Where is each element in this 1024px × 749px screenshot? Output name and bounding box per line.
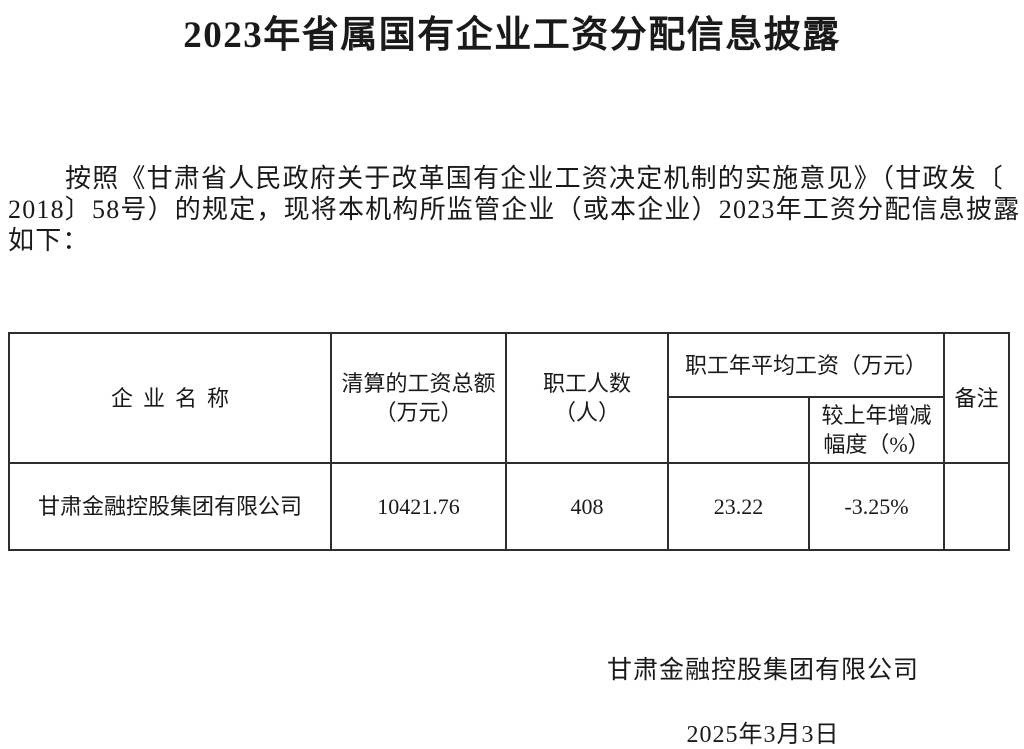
cell-remark bbox=[943, 462, 1011, 551]
signature-company-name: 甘肃金融控股集团有限公司 bbox=[606, 657, 919, 684]
intro-line-2: 2018〕58号）的规定，现将本机构所监管企业（或本企业）2023年工资分配信息… bbox=[8, 195, 1021, 224]
intro-paragraph: 按照《甘肃省人民政府关于改革国有企业工资决定机制的实施意见》（甘政发〔 2018… bbox=[8, 163, 1021, 256]
header-company-name-label: 企业名称 bbox=[110, 385, 239, 411]
document-date: 2025年3月3日 bbox=[686, 722, 840, 748]
header-avg-annual-wage-group: 职工年平均工资（万元） bbox=[666, 332, 946, 398]
intro-line-1: 按照《甘肃省人民政府关于改革国有企业工资决定机制的实施意见》（甘政发〔 bbox=[65, 164, 1005, 193]
header-avg-wage-current bbox=[667, 396, 810, 464]
page-title: 2023年省属国有企业工资分配信息披露 bbox=[183, 15, 841, 56]
header-employee-count-line2: （人） bbox=[553, 400, 620, 425]
wage-disclosure-table: 企业名称 清算的工资总额 （万元） 职工人数 （人） 职工年平均工资（万元） 备… bbox=[8, 332, 1011, 551]
intro-line-3: 如下： bbox=[8, 226, 90, 255]
header-liquidated-wage-total-line1: 清算的工资总额 bbox=[341, 371, 496, 396]
cell-employee-count: 408 bbox=[505, 462, 669, 551]
header-liquidated-wage-total-line2: （万元） bbox=[374, 400, 463, 425]
header-yoy-change-line1: 较上年增减 bbox=[821, 403, 932, 428]
table-row: 甘肃金融控股集团有限公司 10421.76 408 23.22 -3.25% bbox=[8, 462, 1011, 551]
header-employee-count: 职工人数 （人） bbox=[505, 332, 669, 464]
header-remark: 备注 bbox=[943, 332, 1011, 464]
cell-wage-total: 10421.76 bbox=[330, 462, 507, 551]
cell-avg-wage: 23.22 bbox=[667, 462, 810, 551]
header-liquidated-wage-total: 清算的工资总额 （万元） bbox=[330, 332, 507, 464]
header-yoy-change-line2: 幅度（%） bbox=[823, 432, 930, 457]
header-yoy-change: 较上年增减 幅度（%） bbox=[807, 396, 946, 464]
header-company-name: 企业名称 bbox=[8, 332, 332, 464]
cell-yoy-change: -3.25% bbox=[807, 462, 946, 551]
cell-company-name: 甘肃金融控股集团有限公司 bbox=[8, 462, 332, 551]
header-employee-count-line1: 职工人数 bbox=[542, 371, 631, 396]
